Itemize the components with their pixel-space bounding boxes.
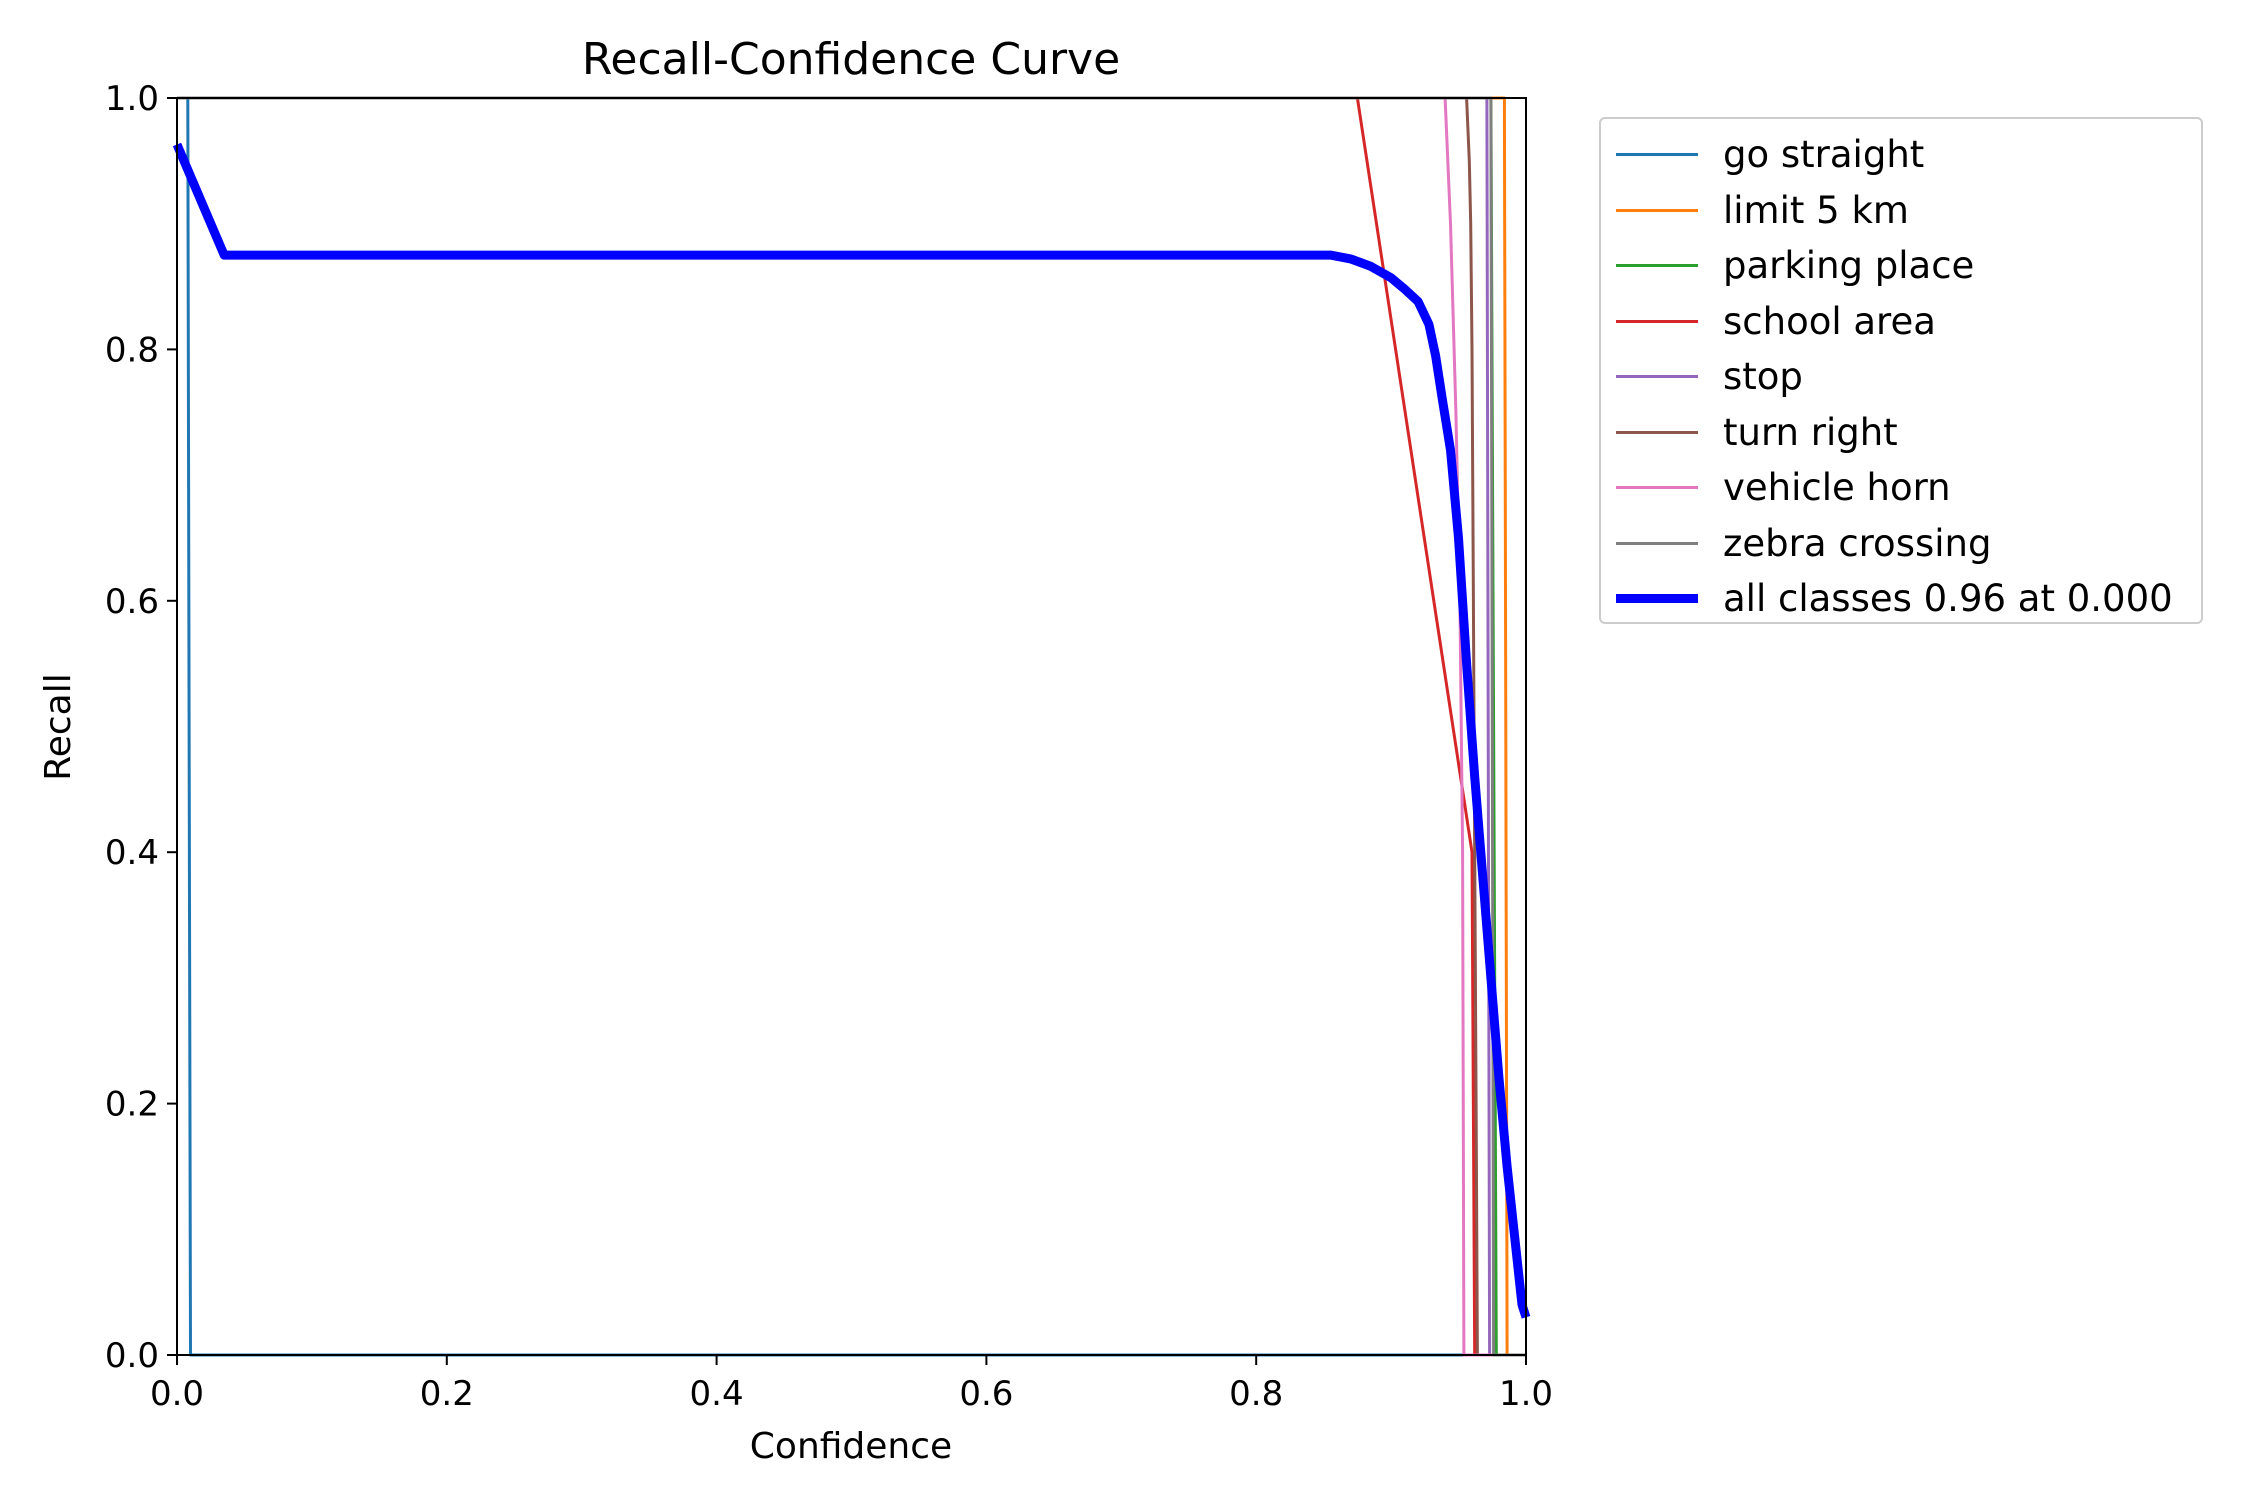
plot-area xyxy=(177,98,1526,1355)
legend-label: all classes 0.96 at 0.000 xyxy=(1723,577,2173,620)
y-tick-label: 0.4 xyxy=(105,833,159,873)
legend-item: turn right xyxy=(1601,407,2201,457)
x-tick-label: 0.8 xyxy=(1229,1374,1283,1414)
legend-item: limit 5 km xyxy=(1601,185,2201,235)
x-tick-label: 0.4 xyxy=(690,1374,744,1414)
plot-frame xyxy=(176,97,1527,1356)
legend-item: go straight xyxy=(1601,129,2201,179)
legend-label: stop xyxy=(1723,355,1803,398)
x-tick-label: 1.0 xyxy=(1499,1374,1553,1414)
legend-label: limit 5 km xyxy=(1723,188,1909,232)
series-line-8 xyxy=(172,142,1531,1319)
x-tick-label: 0.2 xyxy=(420,1374,474,1414)
series-line-5 xyxy=(177,96,1526,1357)
y-tick-label: 1.0 xyxy=(105,79,159,119)
y-axis-label: Recall xyxy=(38,673,79,780)
legend-swatch xyxy=(1616,430,1698,434)
legend-item: parking place xyxy=(1601,240,2201,290)
legend: go straight limit 5 km parking place school… xyxy=(1599,117,2203,624)
legend-label: vehicle horn xyxy=(1723,466,1951,509)
legend-swatch xyxy=(1616,594,1698,603)
y-tick-label: 0.2 xyxy=(105,1085,159,1125)
y-tick-label: 0.6 xyxy=(105,582,159,622)
legend-item: vehicle horn xyxy=(1601,462,2201,512)
legend-item: stop xyxy=(1601,351,2201,401)
y-tick-label: 0.0 xyxy=(105,1336,159,1376)
legend-item: school area xyxy=(1601,296,2201,346)
legend-swatch xyxy=(1616,208,1698,212)
legend-label: turn right xyxy=(1723,410,1898,454)
legend-swatch xyxy=(1616,541,1698,545)
legend-label: parking place xyxy=(1723,244,1975,287)
legend-item: all classes 0.96 at 0.000 xyxy=(1601,573,2201,623)
legend-swatch xyxy=(1616,486,1698,489)
legend-item: zebra crossing xyxy=(1601,518,2201,568)
x-tick-label: 0.0 xyxy=(150,1374,204,1414)
legend-swatch xyxy=(1616,319,1698,323)
legend-label: go straight xyxy=(1723,133,1925,176)
y-axis-ticks: 0.0 0.2 0.4 0.6 0.8 1.0 xyxy=(105,79,177,1376)
x-tick-label: 0.6 xyxy=(959,1374,1013,1414)
y-tick-label: 0.8 xyxy=(105,330,159,370)
chart-title: Recall-Confidence Curve xyxy=(582,34,1120,85)
legend-swatch xyxy=(1616,375,1698,378)
legend-label: school area xyxy=(1723,299,1936,343)
legend-swatch xyxy=(1616,264,1698,267)
x-axis-ticks: 0.0 0.2 0.4 0.6 0.8 1.0 xyxy=(150,1355,1553,1414)
legend-swatch xyxy=(1616,153,1698,156)
legend-label: zebra crossing xyxy=(1723,521,1992,565)
x-axis-label: Confidence xyxy=(750,1426,952,1467)
